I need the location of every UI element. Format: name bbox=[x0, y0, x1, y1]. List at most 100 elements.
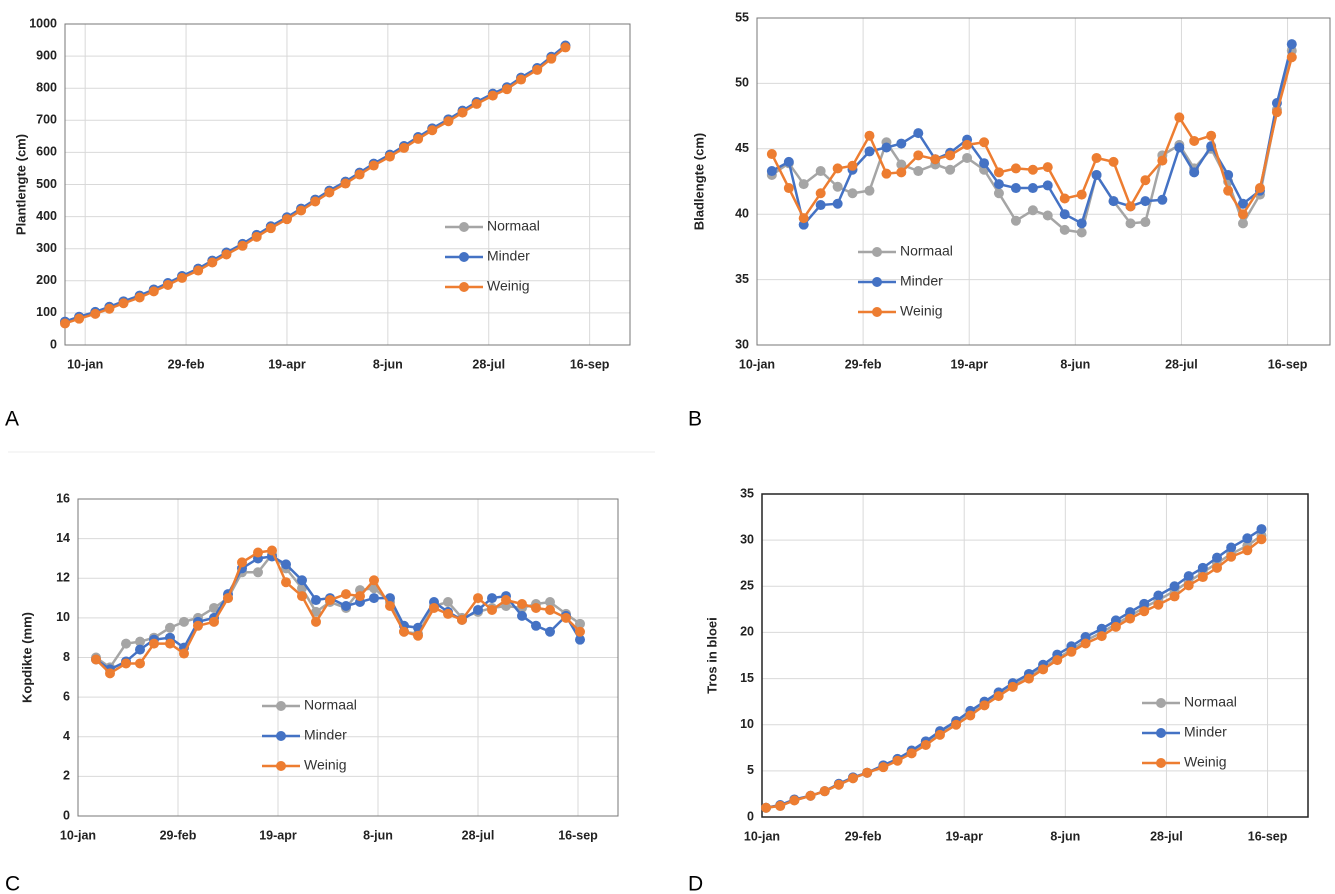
marker bbox=[979, 158, 990, 169]
legend-label: Minder bbox=[487, 248, 530, 264]
marker bbox=[1197, 562, 1208, 573]
panel-label: D bbox=[688, 873, 703, 894]
marker bbox=[1189, 167, 1200, 178]
marker bbox=[1174, 142, 1185, 153]
marker bbox=[1096, 623, 1107, 634]
marker bbox=[1059, 193, 1070, 204]
marker bbox=[913, 128, 924, 139]
marker bbox=[920, 740, 931, 751]
marker bbox=[457, 107, 468, 118]
marker bbox=[473, 593, 483, 604]
y-tick-label: 100 bbox=[36, 305, 57, 319]
y-tick-label: 30 bbox=[735, 337, 749, 351]
marker bbox=[369, 593, 379, 604]
x-tick-label: 28-jul bbox=[1165, 357, 1198, 371]
marker bbox=[443, 608, 453, 619]
marker bbox=[862, 767, 873, 778]
marker bbox=[179, 648, 189, 659]
marker bbox=[135, 636, 145, 647]
y-tick-label: 40 bbox=[735, 206, 749, 220]
marker bbox=[237, 557, 247, 568]
x-tick-label: 19-apr bbox=[945, 829, 983, 843]
marker bbox=[1042, 210, 1053, 221]
marker bbox=[945, 164, 956, 175]
series-line bbox=[95, 552, 581, 670]
legend-marker bbox=[276, 701, 286, 711]
marker bbox=[864, 185, 875, 196]
marker bbox=[962, 139, 973, 150]
marker bbox=[1271, 107, 1282, 118]
marker bbox=[487, 90, 498, 101]
marker bbox=[815, 200, 826, 211]
marker bbox=[832, 198, 843, 209]
y-tick-label: 200 bbox=[36, 273, 57, 287]
legend-label: Normaal bbox=[304, 697, 357, 713]
marker bbox=[471, 98, 482, 109]
marker bbox=[209, 602, 219, 613]
x-tick-label: 8-jun bbox=[1060, 357, 1090, 371]
marker bbox=[1226, 551, 1237, 562]
marker bbox=[251, 231, 262, 242]
legend-label: Normaal bbox=[1184, 694, 1237, 710]
marker bbox=[1023, 673, 1034, 684]
marker bbox=[368, 160, 379, 171]
marker bbox=[1153, 599, 1164, 610]
marker bbox=[177, 272, 188, 283]
plot-border bbox=[77, 498, 619, 817]
marker bbox=[162, 279, 173, 290]
marker bbox=[1169, 581, 1180, 592]
marker bbox=[1226, 542, 1237, 553]
x-tick-label: 29-feb bbox=[168, 357, 205, 371]
x-tick-label: 19-apr bbox=[268, 357, 306, 371]
y-tick-label: 5 bbox=[747, 763, 754, 777]
marker bbox=[798, 213, 809, 224]
marker bbox=[1256, 534, 1267, 545]
marker bbox=[805, 790, 816, 801]
marker bbox=[165, 638, 175, 649]
x-tick-label: 29-feb bbox=[845, 829, 882, 843]
marker bbox=[934, 729, 945, 740]
legend-label: Weinig bbox=[1184, 754, 1227, 770]
marker bbox=[1010, 163, 1021, 174]
x-tick-label: 10-jan bbox=[60, 828, 96, 842]
marker bbox=[1197, 572, 1208, 583]
y-tick-label: 900 bbox=[36, 48, 57, 62]
marker bbox=[121, 658, 131, 669]
marker bbox=[311, 616, 321, 627]
marker bbox=[847, 188, 858, 199]
marker bbox=[237, 240, 248, 251]
marker bbox=[993, 691, 1004, 702]
marker bbox=[1007, 681, 1018, 692]
marker bbox=[413, 133, 424, 144]
marker bbox=[324, 187, 335, 198]
marker bbox=[281, 577, 291, 588]
marker bbox=[1286, 39, 1297, 50]
marker bbox=[1237, 198, 1248, 209]
marker bbox=[399, 142, 409, 153]
marker bbox=[501, 595, 511, 606]
marker bbox=[1254, 183, 1265, 194]
plot-border bbox=[761, 493, 1309, 818]
marker bbox=[60, 318, 70, 329]
marker bbox=[311, 606, 321, 617]
y-axis-title: Kopdikte (mm) bbox=[19, 612, 34, 703]
marker bbox=[789, 795, 800, 806]
marker bbox=[1091, 152, 1102, 163]
x-tick-label: 19-apr bbox=[259, 828, 297, 842]
marker bbox=[766, 149, 777, 160]
y-axis-title: Bladlengte (cm) bbox=[691, 133, 706, 231]
marker bbox=[253, 547, 263, 558]
marker bbox=[1174, 112, 1185, 123]
y-tick-label: 6 bbox=[63, 689, 70, 703]
marker bbox=[429, 602, 439, 613]
y-tick-label: 300 bbox=[36, 241, 57, 255]
marker bbox=[1125, 613, 1136, 624]
marker bbox=[1042, 180, 1053, 191]
marker bbox=[517, 599, 527, 610]
marker bbox=[1183, 571, 1194, 582]
x-tick-label: 29-feb bbox=[160, 828, 197, 842]
marker bbox=[1140, 217, 1151, 228]
y-tick-label: 0 bbox=[747, 809, 754, 823]
marker bbox=[819, 786, 830, 797]
marker bbox=[1139, 606, 1150, 617]
